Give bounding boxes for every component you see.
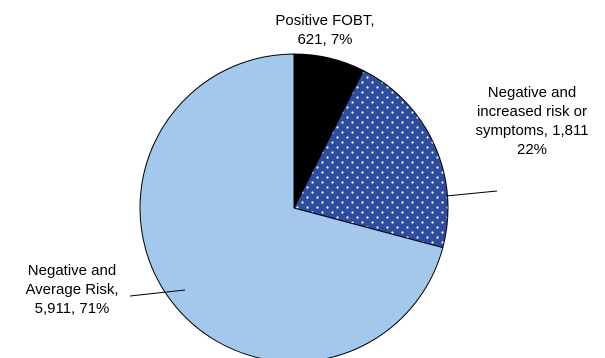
pie-slices — [139, 53, 449, 358]
leader-line — [129, 289, 186, 297]
slice-label-line: Positive FOBT, — [275, 12, 374, 29]
slice-label: Positive FOBT, 621, 7% — [275, 12, 374, 48]
slice-label-line: symptoms, 1,811 — [475, 122, 588, 139]
slice-labels: Positive FOBT, 621, 7% Negative and increas… — [25, 12, 588, 317]
leader-lines — [129, 190, 498, 297]
slice-label-line: increased risk or — [477, 103, 587, 120]
slice-label-line: Negative and — [488, 84, 576, 101]
slice-label-line: Average Risk, — [25, 281, 118, 298]
slice-label-line: Negative and — [28, 262, 116, 279]
slice-label: Negative and Average Risk, 5,911, 71% — [25, 262, 118, 317]
pie-slice-negative-and-average-risk — [139, 53, 444, 358]
leader-line — [445, 190, 498, 197]
slice-label: Negative and increased risk or symptoms, 1… — [475, 84, 588, 158]
pie-slice-negative-and-increased-risk-or-symptoms — [293, 69, 449, 249]
slice-label-line: 621, 7% — [297, 31, 352, 48]
slice-label-line: 22% — [517, 141, 547, 158]
slice-label-line: 5,911, 71% — [35, 300, 110, 317]
